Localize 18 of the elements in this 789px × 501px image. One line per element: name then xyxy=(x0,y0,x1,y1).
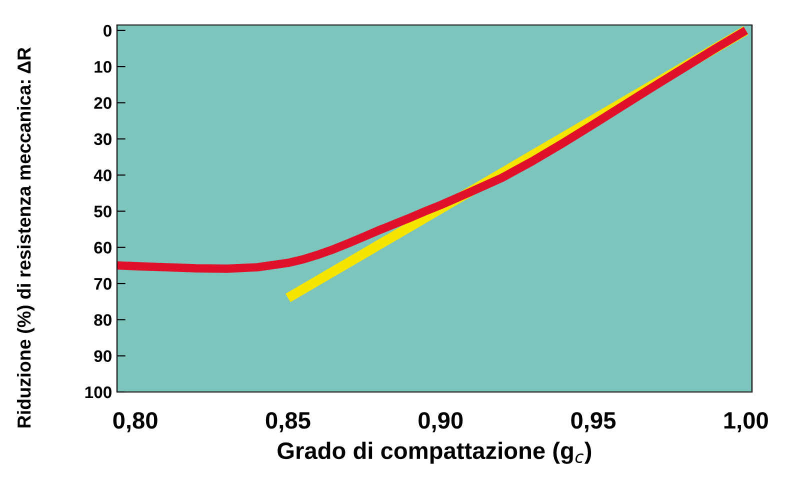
x-tick-label: 0,90 xyxy=(418,412,463,432)
y-tick-label: 90 xyxy=(94,350,112,362)
y-tick-label: 70 xyxy=(94,278,112,290)
y-tick-label: 80 xyxy=(94,314,112,326)
x-tick-label: 0,85 xyxy=(266,412,310,432)
y-tick-label: 100 xyxy=(85,386,112,398)
y-tick-label: 0 xyxy=(104,24,112,37)
y-tick-label: 20 xyxy=(94,97,112,109)
x-tick-label: 0,95 xyxy=(571,412,616,432)
y-tick-label: 40 xyxy=(94,169,112,182)
x-tick-label: 1,00 xyxy=(724,412,768,432)
x-axis-title: Grado di compattazione (g$_{c}$) xyxy=(278,442,592,464)
y-tick-label: 10 xyxy=(94,60,112,73)
y-tick-label: 30 xyxy=(94,133,112,146)
y-tick-label: 60 xyxy=(94,242,112,254)
y-tick-label: 50 xyxy=(94,206,112,218)
x-tick-label: 0,80 xyxy=(113,412,158,432)
y-axis-title: Riduzione (%) di resistenza meccanica: ΔR xyxy=(16,47,34,428)
